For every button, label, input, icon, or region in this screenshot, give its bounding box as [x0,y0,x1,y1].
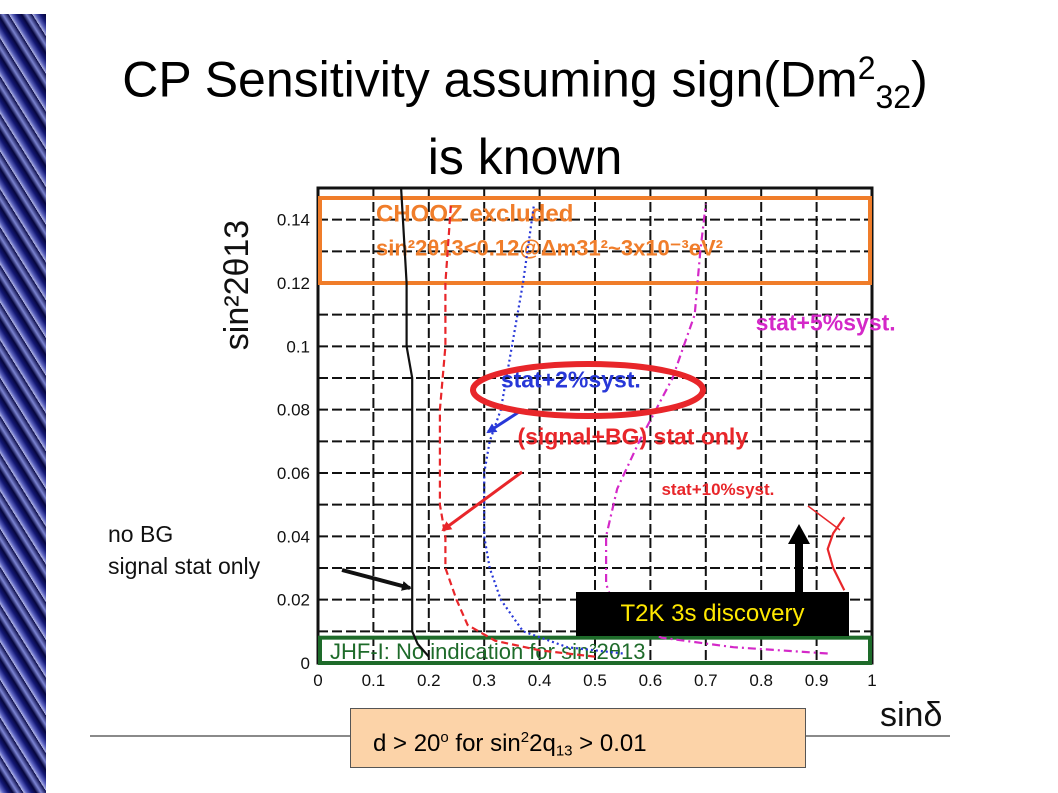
region-box [318,196,872,285]
nobg-line-2: signal stat only [108,553,261,579]
series-curve [438,203,596,658]
y-tick-label: 0.02 [277,591,310,610]
x-tick-label: 0.6 [639,671,663,690]
y-tick-label: 0.06 [277,464,310,483]
title-close: ) [911,51,928,108]
y-tick-label: 0.04 [277,527,310,546]
title-text: CP Sensitivity assuming sign(Dm [122,51,858,108]
summary-text-pre: d > 20 [373,730,441,757]
x-tick-label: 0.2 [417,671,441,690]
y-tick-label: 0.08 [277,401,310,420]
y-tick-label: 0.14 [277,211,310,230]
decorative-side-strip [0,14,46,793]
y-tick-label: 0.12 [277,274,310,293]
chooz-label-line1: CHOOZ excluded [376,201,573,228]
curve-label: (signal+BG) stat only [517,424,748,450]
y-tick-label: 0.1 [286,337,310,356]
slide-title: CP Sensitivity assuming sign(Dm232) is k… [30,38,1020,187]
summary-degree: o [440,729,449,746]
jhf-label: JHF-I: No indication for sin²2θ13 [330,639,645,664]
summary-subscript: 13 [555,742,573,760]
x-tick-label: 0.4 [528,671,552,690]
series-curve [400,187,430,658]
red-arrow [441,470,523,532]
result-summary-box: d > 20o for sin22q13 > 0.01 [350,708,806,768]
summary-text-mid2: 2q [529,730,556,757]
up-arrow-icon [788,524,810,592]
curve-label: stat+10%syst. [661,480,774,499]
title-line-2: is known [427,128,623,185]
x-tick-label: 0.9 [805,671,829,690]
nobg-annotation: no BG signal stat only [108,518,260,582]
t2k-discovery-label: T2K 3s discovery [576,592,849,636]
curve-label: stat+5%syst. [756,310,896,336]
highlight-ellipse [470,361,706,419]
y-tick-label: 0 [301,654,310,673]
black-arrow [341,568,412,591]
x-axis-label: sinδ [880,696,942,734]
x-tick-label: 0.8 [749,671,773,690]
x-tick-label: 0.3 [472,671,496,690]
blue-arrow [486,408,523,434]
summary-text-post: > 0.01 [572,730,647,757]
region-box [318,635,872,666]
y-axis-label: sin²2θ13 [218,220,256,350]
title-superscript: 2 [857,50,876,86]
title-line-1: CP Sensitivity assuming sign(Dm232) [30,38,1020,127]
nobg-line-1: no BG [108,521,174,547]
x-tick-label: 1 [867,671,876,690]
leader-line-10pct [807,505,841,531]
summary-text-mid: for sin [448,730,521,757]
series-curve [483,203,623,655]
x-tick-label: 0 [313,671,322,690]
title-subscript: 32 [875,78,912,115]
x-tick-label: 0.1 [362,671,386,690]
summary-superscript: 2 [520,729,530,746]
x-tick-label: 0.7 [694,671,718,690]
x-tick-label: 0.5 [583,671,607,690]
chooz-label-line2: sin²2θ13<0.12@Δm31²~3x10⁻³eV² [376,236,723,261]
